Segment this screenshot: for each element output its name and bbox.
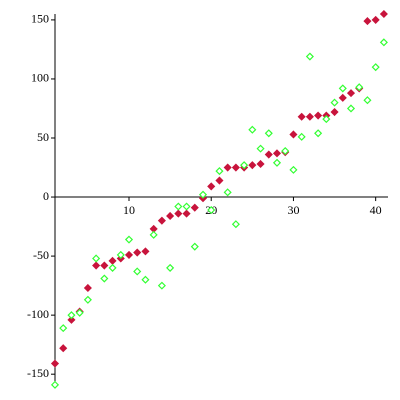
data-point [166,263,175,272]
data-point [182,202,191,211]
x-tick-label: 40 [370,203,382,217]
data-point [174,209,183,218]
data-point [289,130,298,139]
data-point [59,324,68,333]
data-point [108,263,117,272]
data-point [124,235,134,244]
data-point [133,267,142,276]
data-point [338,93,347,102]
data-point [231,220,240,229]
data-point [182,209,191,218]
data-point [314,111,323,120]
data-point [141,275,150,284]
data-point [371,63,380,72]
data-point [223,163,232,172]
data-point [100,274,109,283]
data-point [166,211,175,220]
data-point [83,283,92,293]
data-point [207,182,216,191]
data-point [149,230,158,239]
data-point [231,163,240,172]
data-point [272,158,282,167]
data-point [108,256,117,265]
x-tick-label: 30 [287,203,299,217]
data-point [256,159,265,169]
data-point [100,261,109,270]
data-point [83,295,92,304]
data-point [297,112,306,121]
data-point [215,167,224,176]
data-point [297,132,306,141]
data-point [133,248,142,257]
data-point [215,176,224,185]
data-point [330,98,339,107]
data-point [50,359,60,368]
data-point [190,242,199,251]
data-point [272,149,282,158]
y-tick-label: 100 [31,71,49,85]
data-point [330,107,339,117]
data-point [92,254,101,263]
data-point [59,344,68,353]
y-tick-label: -100 [27,307,49,321]
y-tick-label: 0 [43,189,49,203]
data-point [141,247,150,256]
data-point [174,202,183,211]
data-point [305,112,314,121]
y-tick-label: 150 [31,12,49,26]
data-point [264,150,273,159]
y-tick-label: -150 [27,366,49,380]
data-point [371,15,380,24]
data-point [124,250,134,259]
data-point [116,250,125,259]
data-point [223,188,232,197]
data-point [198,190,208,199]
data-point [248,161,257,170]
data-point [281,146,290,156]
data-point [92,261,101,270]
data-point [50,380,60,389]
data-point [190,203,199,212]
data-point [346,89,356,98]
data-point [207,205,216,215]
data-point [322,115,331,124]
data-point [289,165,298,174]
data-point [338,84,347,93]
data-point [248,125,257,134]
data-point [363,17,372,26]
data-point [240,161,249,170]
data-point [75,308,84,317]
data-point [67,311,76,320]
data-point [264,129,273,138]
y-tick-label: -50 [33,248,49,262]
x-tick-label: 10 [123,203,135,217]
data-point [363,96,372,105]
data-point [157,216,166,225]
data-point [379,9,388,19]
y-tick-label: 50 [37,130,49,144]
data-point [256,144,265,153]
data-point [379,38,388,47]
data-point [355,83,364,92]
data-point [67,315,76,324]
data-point [157,281,166,290]
data-point [314,129,323,138]
data-point [305,52,314,61]
data-point [346,104,356,113]
